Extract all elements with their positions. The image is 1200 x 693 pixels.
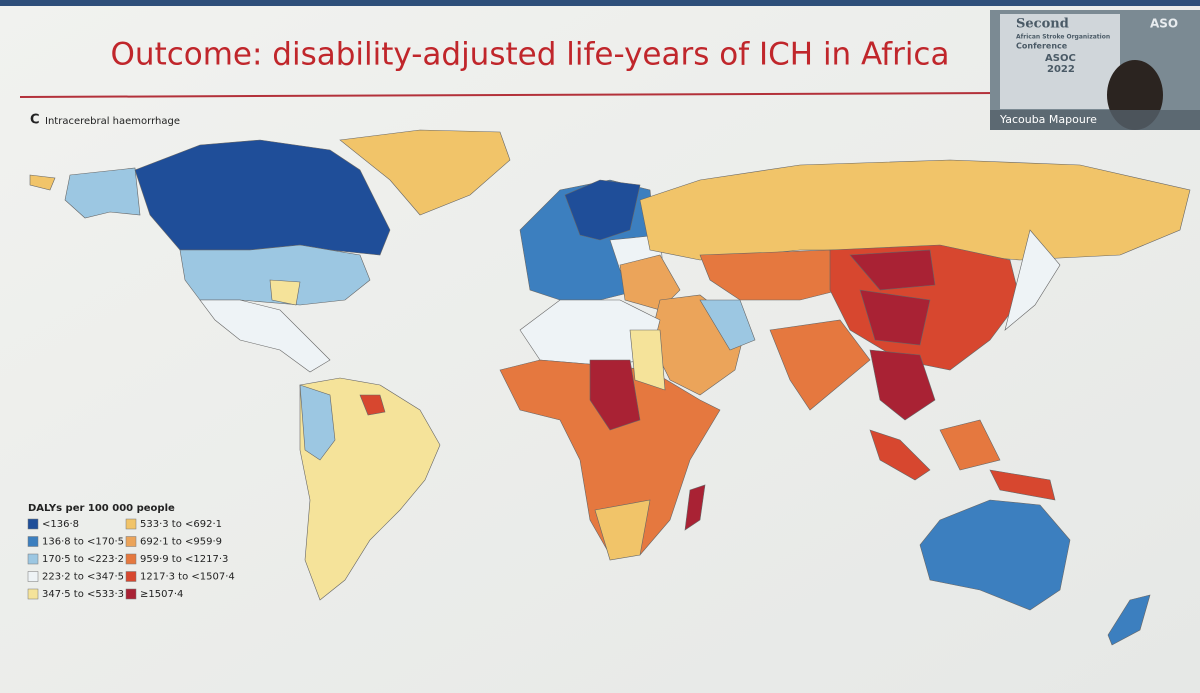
china-west bbox=[859, 289, 931, 346]
conference-line3: Conference bbox=[1016, 42, 1068, 51]
madagascar bbox=[684, 484, 706, 531]
conference-logo: ASO bbox=[1150, 17, 1178, 31]
webcam: Second African Stroke Organization Confe… bbox=[990, 10, 1200, 130]
new-guinea bbox=[989, 469, 1056, 501]
iran bbox=[699, 299, 756, 351]
legend-label: 223·2 to <347·5 bbox=[42, 572, 124, 583]
legend-label: <136·8 bbox=[42, 519, 79, 530]
legend-swatch bbox=[125, 571, 137, 582]
mongolia-north-china bbox=[849, 249, 936, 291]
south-america bbox=[299, 377, 441, 601]
australia bbox=[919, 499, 1071, 611]
sudan-region bbox=[629, 329, 666, 391]
legend-swatch bbox=[27, 553, 39, 565]
japan bbox=[1004, 229, 1061, 331]
legend-label: 1217·3 to <1507·4 bbox=[140, 572, 235, 583]
legend: <136·8 136·8 to <170·5 170·5 to <223·2 223·… bbox=[27, 518, 235, 600]
conference-year: 2022 bbox=[1047, 64, 1075, 75]
speaker-name: Yacouba Mapoure bbox=[999, 113, 1097, 126]
greenland bbox=[339, 129, 511, 216]
legend-swatch bbox=[27, 536, 39, 547]
legend-label: 959·9 to <1217·3 bbox=[140, 554, 228, 565]
conference-badge: ASOC bbox=[1045, 53, 1076, 64]
legend-swatch bbox=[27, 571, 39, 582]
us-south bbox=[269, 279, 301, 306]
conference-banner bbox=[1000, 14, 1120, 109]
legend-swatch bbox=[125, 588, 137, 600]
mexico-central-america bbox=[199, 299, 331, 373]
legend-swatch bbox=[125, 553, 137, 565]
world-map bbox=[29, 129, 1191, 646]
legend-swatch bbox=[27, 588, 39, 600]
slide-title: Outcome: disability-adjusted life-years … bbox=[111, 37, 950, 73]
speaker-bar bbox=[990, 110, 1200, 130]
alaska bbox=[64, 167, 141, 219]
panel-title: Intracerebral haemorrhage bbox=[45, 116, 180, 127]
southern-africa bbox=[594, 499, 651, 561]
legend-label: 136·8 to <170·5 bbox=[42, 537, 124, 548]
chukotka bbox=[29, 174, 56, 191]
scandinavia bbox=[564, 179, 641, 241]
legend-title: DALYs per 100 000 people bbox=[28, 503, 175, 514]
new-zealand bbox=[1107, 594, 1151, 646]
legend-label: 347·5 to <533·3 bbox=[42, 589, 124, 600]
legend-label: 533·3 to <692·1 bbox=[140, 519, 222, 530]
legend-label: ≥1507·4 bbox=[140, 589, 183, 600]
central-sahel bbox=[589, 359, 641, 431]
venezuela bbox=[359, 394, 386, 416]
legend-swatch bbox=[125, 536, 137, 547]
india bbox=[769, 319, 871, 411]
legend-swatch bbox=[125, 518, 137, 530]
sumatra bbox=[869, 429, 931, 481]
conference-line1: Second bbox=[1016, 17, 1069, 32]
panel-label: C bbox=[30, 113, 40, 128]
legend-swatch bbox=[27, 518, 39, 530]
borneo bbox=[939, 419, 1001, 471]
united-states bbox=[179, 244, 371, 306]
legend-label: 170·5 to <223·2 bbox=[42, 554, 124, 565]
andean-region bbox=[299, 384, 336, 461]
conference-line2: African Stroke Organization bbox=[1016, 34, 1110, 41]
southeast-asia bbox=[869, 349, 936, 421]
title-rule bbox=[19, 92, 1001, 98]
screen-edge bbox=[0, 0, 1200, 6]
legend-label: 692·1 to <959·9 bbox=[140, 537, 222, 548]
